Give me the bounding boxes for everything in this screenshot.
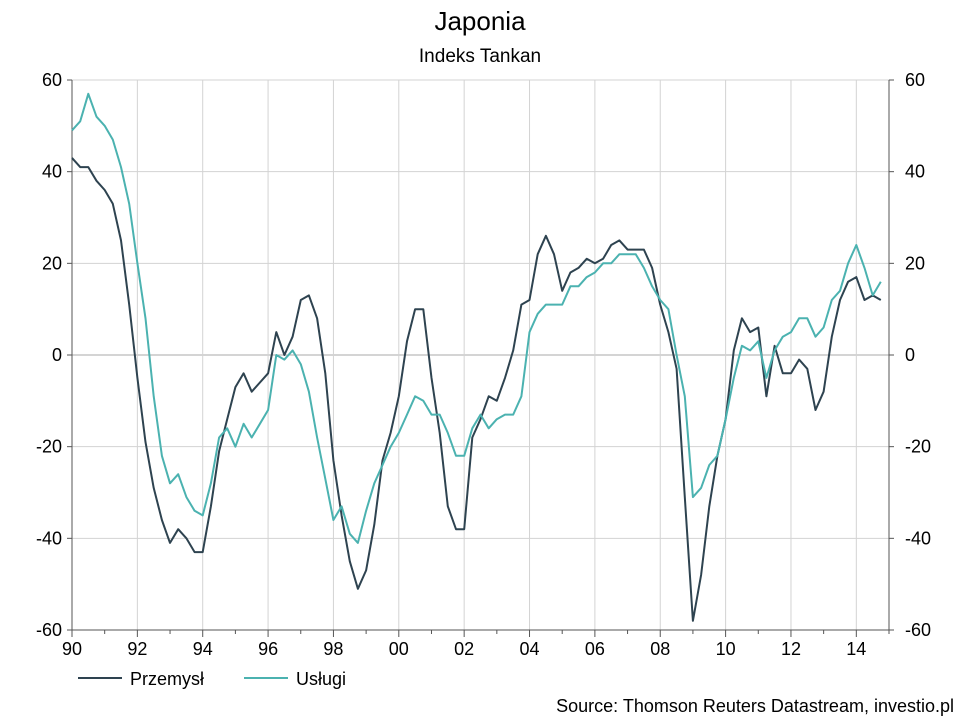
x-tick-label: 14	[846, 639, 866, 659]
y-tick-label-right: 20	[905, 253, 925, 273]
x-tick-label: 02	[454, 639, 474, 659]
x-tick-label: 04	[520, 639, 540, 659]
y-tick-label-left: -40	[36, 528, 62, 548]
x-tick-label: 94	[193, 639, 213, 659]
axes	[67, 79, 894, 637]
y-tick-label-left: -60	[36, 620, 62, 640]
x-tick-label: 12	[781, 639, 801, 659]
legend-label: Usługi	[296, 669, 346, 689]
series-lines	[71, 92, 882, 622]
legend-label: Przemysł	[130, 669, 204, 689]
x-tick-label: 00	[389, 639, 409, 659]
x-tick-label: 90	[62, 639, 82, 659]
y-tick-label-right: 40	[905, 162, 925, 182]
chart-title: Japonia	[434, 6, 526, 36]
y-tick-label-right: -40	[905, 528, 931, 548]
x-tick-label: 96	[258, 639, 278, 659]
x-tick-label: 10	[716, 639, 736, 659]
y-tick-label-left: 40	[42, 162, 62, 182]
legend: Przemysł Usługi	[78, 669, 346, 689]
source-note: Source: Thomson Reuters Datastream, inve…	[556, 696, 954, 716]
series-line-przemysl	[71, 157, 882, 622]
y-tick-label-left: 0	[52, 345, 62, 365]
y-tick-label-right: 60	[905, 70, 925, 90]
chart-subtitle: Indeks Tankan	[419, 46, 541, 67]
gridlines	[72, 79, 889, 631]
y-tick-label-left: 60	[42, 70, 62, 90]
y-tick-label-right: 0	[905, 345, 915, 365]
y-tick-label-left: 20	[42, 253, 62, 273]
y-tick-label-left: -20	[36, 437, 62, 457]
y-tick-label-right: -60	[905, 620, 931, 640]
x-tick-label: 08	[650, 639, 670, 659]
x-tick-label: 98	[323, 639, 343, 659]
y-tick-label-right: -20	[905, 437, 931, 457]
x-tick-label: 92	[127, 639, 147, 659]
series-line-uslugi	[71, 92, 882, 544]
x-tick-label: 06	[585, 639, 605, 659]
